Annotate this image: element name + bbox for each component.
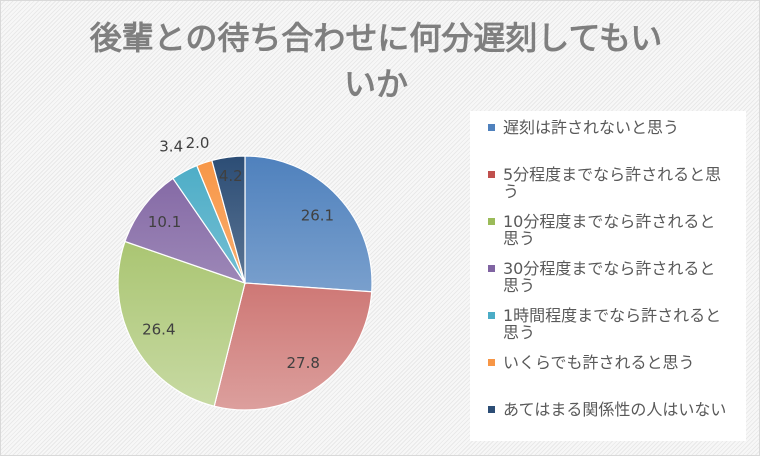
pie-slice-6 xyxy=(211,155,246,284)
pie-slice-0 xyxy=(244,155,373,293)
legend-label-6: あてはまる関係性の人はいない xyxy=(503,400,727,419)
legend-marker-4 xyxy=(488,312,495,319)
data-label-4: 3.4 xyxy=(159,138,183,156)
data-label-5: 2.0 xyxy=(186,134,210,152)
legend: 遅刻は許されないと思う 5分程度までなら許されると思う 10分程度までなら許され… xyxy=(470,111,746,441)
legend-item-1: 5分程度までなら許されると思う xyxy=(470,158,746,205)
data-label-0: 26.1 xyxy=(301,207,334,225)
legend-item-0: 遅刻は許されないと思う xyxy=(470,111,746,158)
legend-item-4: 1時間程度までなら許されると思う xyxy=(470,299,746,346)
legend-marker-5 xyxy=(488,359,495,366)
legend-item-6: あてはまる関係性の人はいない xyxy=(470,393,746,440)
legend-marker-1 xyxy=(488,171,495,178)
pie-slice-2 xyxy=(117,240,246,407)
data-label-2: 26.4 xyxy=(142,321,175,339)
legend-label-0: 遅刻は許されないと思う xyxy=(503,118,680,137)
legend-label-5: いくらでも許されると思う xyxy=(503,353,695,372)
legend-marker-6 xyxy=(488,406,495,413)
data-label-3: 10.1 xyxy=(148,213,181,231)
legend-marker-2 xyxy=(488,218,495,225)
legend-item-2: 10分程度までなら許されると思う xyxy=(470,205,746,252)
data-labels: 26.1 27.8 26.4 10.1 3.4 2.0 4.2 xyxy=(142,134,334,372)
pie-slice-1 xyxy=(213,282,373,411)
data-label-6: 4.2 xyxy=(219,167,243,185)
legend-label-3: 30分程度までなら許されると思う xyxy=(503,259,716,295)
legend-marker-3 xyxy=(488,265,495,272)
legend-item-5: いくらでも許されると思う xyxy=(470,346,746,393)
pie-slice-3 xyxy=(124,177,247,285)
legend-label-2: 10分程度までなら許されると思う xyxy=(503,212,716,248)
chart-title: 後輩との待ち合わせに何分遅刻してもいいか xyxy=(89,19,663,103)
pie-slices xyxy=(117,155,373,411)
legend-marker-0 xyxy=(488,124,495,131)
legend-item-3: 30分程度までなら許されると思う xyxy=(470,252,746,299)
pie-chart: 26.1 27.8 26.4 10.1 3.4 2.0 4.2 xyxy=(117,134,373,411)
legend-label-4: 1時間程度までなら許されると思う xyxy=(503,306,722,342)
data-label-1: 27.8 xyxy=(286,354,319,372)
legend-label-1: 5分程度までなら許されると思う xyxy=(503,165,722,201)
